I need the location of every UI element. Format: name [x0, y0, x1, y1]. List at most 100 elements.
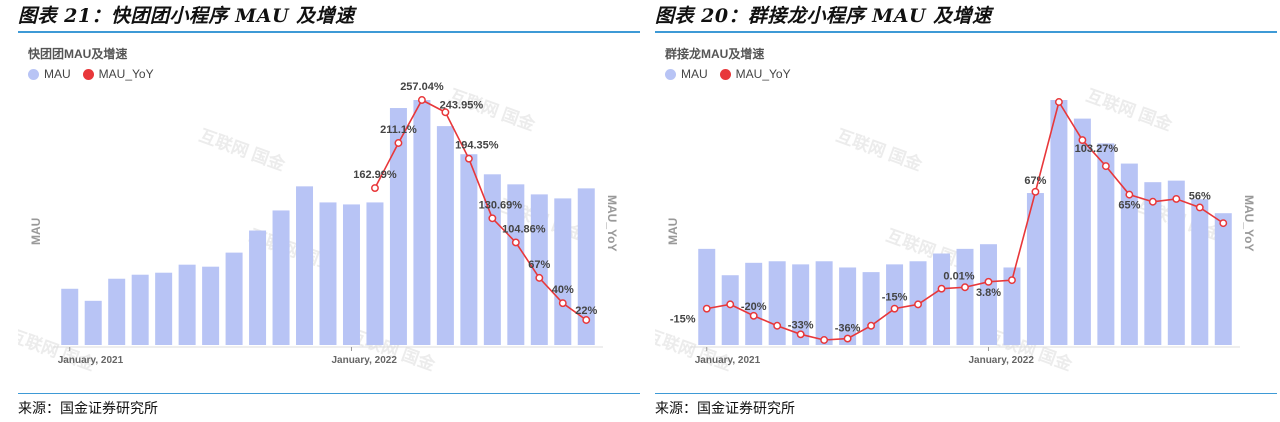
figure-title: 图表 21：快团团小程序 MAU 及增速 [18, 5, 355, 27]
mau-bar [792, 264, 810, 345]
mau-bar [979, 244, 997, 345]
yoy-data-label: 65% [1118, 200, 1140, 212]
legend-label: MAU [681, 67, 708, 81]
yoy-point [820, 336, 829, 344]
yoy-data-label: 67% [1024, 175, 1046, 187]
y-axis-title-right: MAU_YoY [605, 195, 619, 251]
yoy-point [890, 304, 899, 313]
mau-bar [768, 261, 786, 345]
mau-bar [108, 278, 126, 345]
source-divider [655, 393, 1277, 394]
legend-item-yoy[interactable]: MAU_YoY [719, 67, 791, 81]
yoy-point [937, 284, 946, 293]
yoy-data-label: 257.04% [400, 81, 444, 93]
yoy-data-label: -36% [835, 323, 861, 335]
yoy-point [1078, 136, 1087, 145]
watermark-text: 互联网 国金 [1084, 85, 1176, 135]
x-tick-label: January, 2021 [58, 355, 124, 366]
watermark-text: 互联网 国金 [197, 125, 289, 175]
mau-bar [507, 184, 525, 345]
source-divider [18, 393, 640, 394]
mau-bar [296, 186, 314, 345]
chart-legend[interactable]: MAU MAU_YoY [28, 67, 166, 81]
yoy-point [867, 321, 876, 330]
yoy-data-label: 130.69% [479, 199, 523, 211]
mau-bar [1003, 267, 1021, 345]
x-tick-label: January, 2022 [968, 355, 1034, 366]
mau-bar [1214, 213, 1232, 345]
chart-legend[interactable]: MAU MAU_YoY [665, 67, 803, 81]
yoy-data-label: 103.27% [1075, 143, 1119, 155]
mau-bar [554, 198, 572, 345]
figure-panel-right: 图表 20：群接龙小程序 MAU 及增速 互联网 国金 互联网 国金 互联网 国金互… [655, 0, 1277, 422]
mau-bar [1073, 118, 1091, 345]
chart-title: 群接龙MAU及增速 [665, 47, 765, 61]
legend-item-mau[interactable]: MAU [28, 67, 71, 81]
mau-bar [366, 202, 384, 345]
mau-bar [319, 202, 337, 345]
yoy-point [488, 214, 497, 223]
legend-label: MAU_YoY [735, 67, 791, 81]
x-tick-label: January, 2022 [331, 355, 397, 366]
yoy-data-label: 67% [528, 259, 550, 271]
yoy-point [749, 311, 758, 320]
yoy-point [582, 316, 591, 324]
yoy-data-label: -15% [670, 314, 696, 326]
mau-bar [886, 264, 904, 345]
yoy-point [464, 154, 473, 163]
legend-item-yoy[interactable]: MAU_YoY [82, 67, 154, 81]
source-note: 来源：国金证券研究所 [655, 401, 795, 417]
yoy-data-label: 40% [552, 284, 574, 296]
source-note: 来源：国金证券研究所 [18, 401, 158, 417]
legend-item-mau[interactable]: MAU [665, 67, 708, 81]
yoy-point [843, 334, 852, 343]
mau-bar [61, 288, 79, 345]
x-tick-label: January, 2021 [695, 355, 761, 366]
yoy-data-label: 211.1% [380, 124, 417, 136]
mau-bar [272, 210, 290, 345]
watermark-text: 互联网 国金 [834, 125, 926, 175]
yoy-point [1172, 194, 1181, 203]
yoy-point [1148, 197, 1157, 206]
yoy-data-label: 0.01% [943, 270, 974, 282]
yoy-point [1054, 98, 1063, 106]
yoy-data-label: 3.8% [976, 287, 1001, 299]
mau-bar [1144, 182, 1162, 345]
yoy-data-label: -15% [882, 292, 908, 304]
figure-panel-left: 图表 21：快团团小程序 MAU 及增速 互联网 国金 互联网 国金 互联网 国金互… [18, 0, 640, 422]
mau-bar [436, 126, 454, 345]
yoy-point [1125, 190, 1134, 199]
yoy-point [726, 300, 735, 309]
mau-bar [933, 253, 951, 345]
mau-bar [202, 266, 220, 345]
mau-bar [745, 262, 763, 345]
mau-bar [1050, 100, 1068, 345]
yoy-point [511, 238, 520, 247]
legend-swatch-mau [28, 68, 39, 80]
yoy-point [1031, 187, 1040, 196]
yoy-point [417, 96, 426, 104]
mau-bar [342, 204, 360, 345]
mau-bar [721, 275, 739, 345]
yoy-point [914, 300, 922, 309]
yoy-point [1195, 203, 1204, 212]
mau-bar [1026, 193, 1044, 345]
mau-bar [460, 154, 478, 345]
legend-swatch-yoy [719, 68, 731, 80]
yoy-point [1219, 219, 1228, 228]
mau-bar [483, 174, 501, 345]
mau-bar [413, 100, 431, 345]
yoy-point [441, 108, 450, 117]
legend-swatch-mau [665, 68, 676, 80]
yoy-data-label: 56% [1189, 190, 1211, 202]
yoy-point [773, 321, 782, 330]
mau-bar [1097, 143, 1115, 345]
yoy-point [558, 299, 567, 308]
mau-bar [577, 188, 595, 345]
yoy-data-label: -33% [788, 319, 814, 331]
yoy-point [796, 330, 805, 339]
yoy-data-label: 243.95% [440, 99, 484, 111]
